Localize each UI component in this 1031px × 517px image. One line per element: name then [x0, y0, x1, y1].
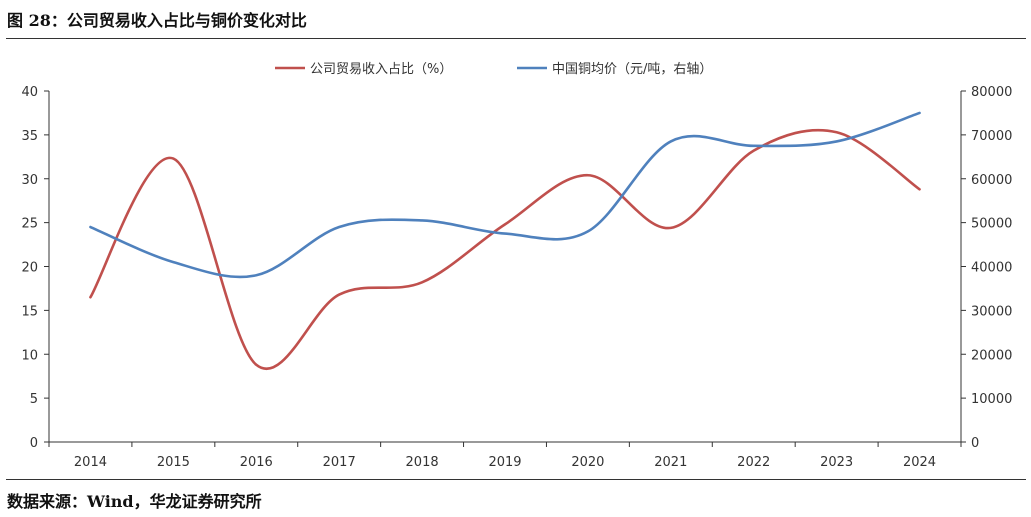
- x-tick-label: 2023: [820, 455, 853, 470]
- x-tick-label: 2022: [737, 455, 770, 470]
- x-tick-label: 2021: [654, 455, 687, 470]
- y-right-tick-label: 20000: [971, 348, 1012, 363]
- chart-legend: 公司贸易收入占比（%） 中国铜均价（元/吨，右轴）: [275, 62, 712, 77]
- chart-series: [89, 111, 921, 370]
- legend-label-1: 公司贸易收入占比（%）: [310, 62, 452, 77]
- source-divider: [6, 479, 1026, 480]
- y-right-tick-label: 50000: [971, 217, 1012, 232]
- x-tick-label: 2016: [240, 455, 273, 470]
- x-tick-label: 2014: [74, 455, 107, 470]
- series-line-1: [89, 128, 921, 370]
- x-tick-label: 2019: [488, 455, 521, 470]
- x-tick-label: 2017: [323, 455, 356, 470]
- y-right-tick-label: 30000: [971, 304, 1012, 319]
- x-tick-label: 2015: [157, 455, 190, 470]
- y-left-tick-label: 10: [21, 348, 38, 363]
- y-right-tick-label: 60000: [971, 173, 1012, 188]
- y-left-tick-label: 5: [30, 392, 38, 407]
- y-right-tick-label: 10000: [971, 392, 1012, 407]
- y-left-tick-label: 25: [21, 217, 38, 232]
- y-right-tick-label: 80000: [971, 85, 1012, 100]
- line-chart: 公司贸易收入占比（%） 中国铜均价（元/吨，右轴） 0 5 10 15 20 25 30 35 4…: [21, 62, 1012, 470]
- y-left-tick-label: 0: [30, 436, 38, 451]
- y-left-tick-label: 15: [21, 304, 38, 319]
- figure-title: 图 28：公司贸易收入占比与铜价变化对比: [7, 11, 307, 30]
- x-tick-label: 2020: [571, 455, 604, 470]
- chart-axes: 0 5 10 15 20 25 30 35 40 0 10000 20000 30000 40000 500…: [21, 85, 1012, 470]
- y-left-tick-label: 20: [21, 261, 38, 276]
- y-right-tick-label: 40000: [971, 261, 1012, 276]
- x-tick-label: 2024: [903, 455, 936, 470]
- series-line-2: [89, 111, 921, 279]
- data-source-note: 数据来源：Wind，华龙证券研究所: [7, 492, 262, 511]
- title-divider: [6, 38, 1026, 39]
- y-left-tick-label: 35: [21, 129, 38, 144]
- legend-label-2: 中国铜均价（元/吨，右轴）: [552, 62, 712, 77]
- y-left-tick-label: 30: [21, 173, 38, 188]
- x-tick-label: 2018: [406, 455, 439, 470]
- y-left-tick-label: 40: [21, 85, 38, 100]
- y-right-tick-label: 70000: [971, 129, 1012, 144]
- y-right-tick-label: 0: [971, 436, 979, 451]
